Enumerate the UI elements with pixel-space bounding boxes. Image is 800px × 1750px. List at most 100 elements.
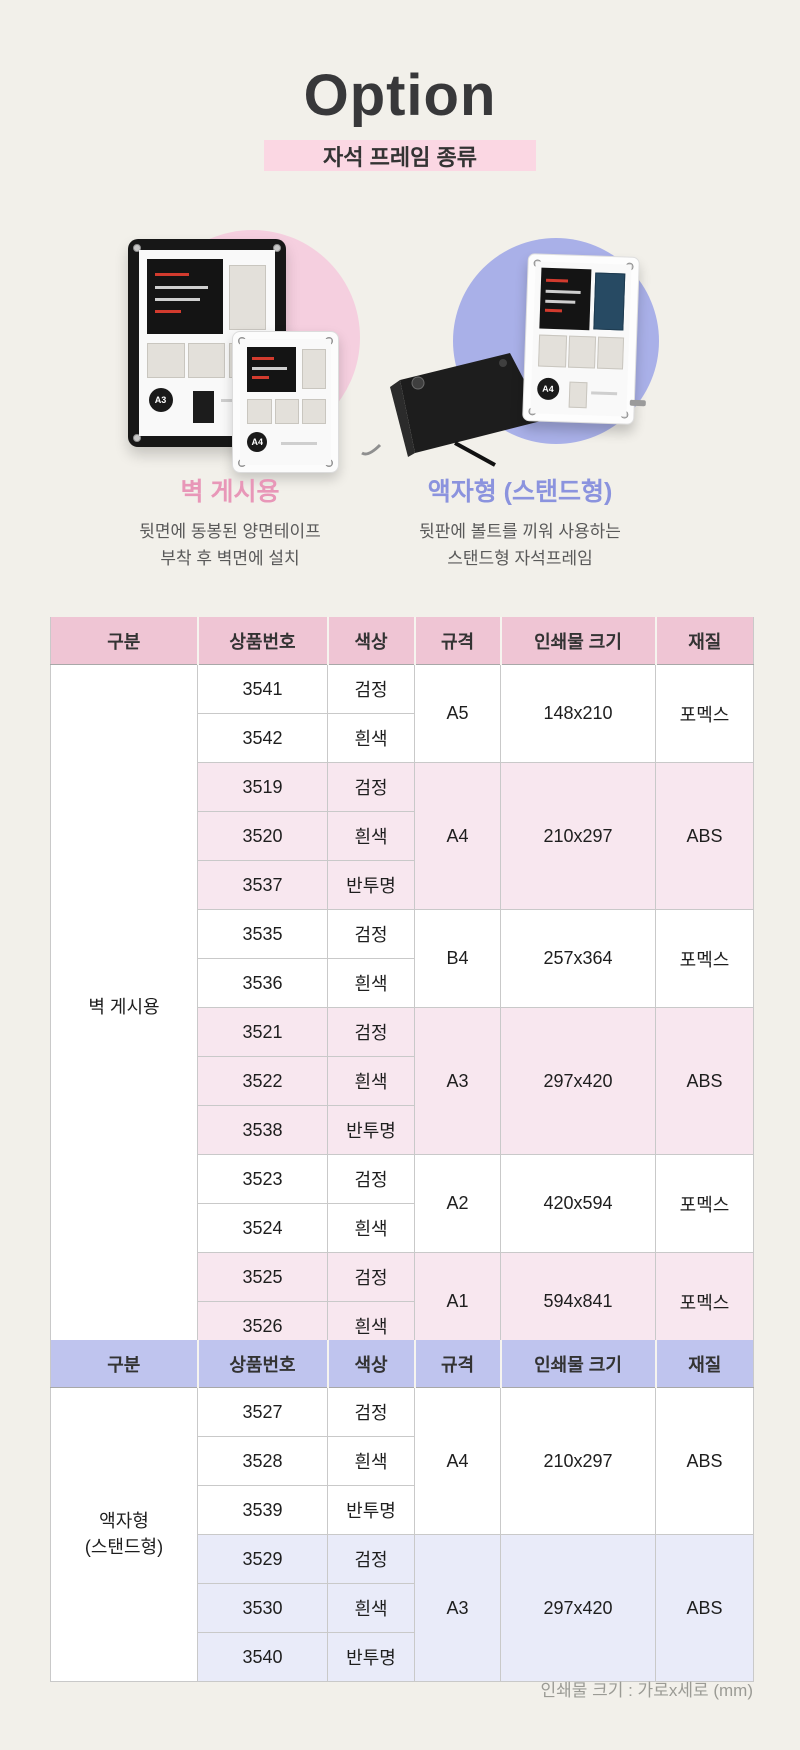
table-row: 액자형 (스탠드형) 3527 검정 A4 210x297 ABS — [50, 1387, 754, 1682]
table-header-row: 구분 상품번호 색상 규격 인쇄물 크기 재질 — [50, 617, 754, 665]
poster-photo — [592, 272, 626, 331]
product-no-cell: 3523 — [197, 1154, 328, 1204]
stand-type-description: 뒷판에 볼트를 끼워 사용하는 스탠드형 자석프레임 — [370, 518, 670, 572]
column-header-material: 재질 — [654, 1340, 754, 1388]
table-row: 3524 흰색 — [51, 1203, 754, 1253]
poster-photo — [597, 336, 625, 370]
stand-type-label: 액자형 (스탠드형) — [427, 478, 613, 506]
poster-photo — [567, 335, 597, 369]
poster-swatch — [193, 391, 215, 424]
color-cell: 반투명 — [327, 1632, 415, 1682]
color-cell: 흰색 — [327, 1056, 415, 1106]
table-row: 3537 반투명 — [51, 860, 754, 910]
column-header-product-no: 상품번호 — [196, 1340, 328, 1388]
size-cell: A4 — [414, 762, 501, 910]
color-cell: 흰색 — [327, 1583, 415, 1633]
material-cell: ABS — [655, 1007, 754, 1155]
table-row: 3522 흰색 — [51, 1056, 754, 1106]
product-no-cell: 3535 — [197, 909, 328, 959]
product-no-cell: 3519 — [197, 762, 328, 812]
color-cell: 검정 — [327, 762, 415, 812]
color-cell: 검정 — [327, 1154, 415, 1204]
poster-photo — [301, 349, 326, 389]
column-header-print-size: 인쇄물 크기 — [499, 1340, 656, 1388]
poster-photo — [247, 399, 273, 425]
table-header-row: 구분 상품번호 색상 규격 인쇄물 크기 재질 — [50, 1340, 754, 1388]
table-row: 3528 흰색 — [51, 1436, 754, 1486]
column-header-material: 재질 — [654, 617, 754, 665]
product-no-cell: 3520 — [197, 811, 328, 861]
table-row: 3538 반투명 — [51, 1105, 754, 1155]
color-cell: 검정 — [327, 909, 415, 959]
color-cell: 검정 — [327, 1007, 415, 1057]
wall-frame-small: A4 — [232, 331, 339, 473]
table-row: 벽 게시용 3541 검정 A5 148x210 포멕스 — [50, 664, 754, 1351]
product-no-cell: 3529 — [197, 1534, 328, 1584]
subtitle-badge: 자석 프레임 종류 — [264, 140, 536, 171]
wall-mount-figure: A3 A4 — [80, 205, 380, 505]
column-header-color: 색상 — [326, 617, 415, 665]
table-row: 3540 반투명 — [51, 1632, 754, 1682]
stand-type-caption: 액자형 (스탠드형) 뒷판에 볼트를 끼워 사용하는 스탠드형 자석프레임 — [370, 472, 670, 572]
color-cell: 검정 — [327, 664, 415, 714]
color-cell: 흰색 — [327, 1436, 415, 1486]
stand-back-panel — [361, 353, 545, 467]
stand-type-figure: A4 — [361, 205, 670, 505]
wall-mount-label: 벽 게시용 — [180, 478, 280, 506]
stand-type-spec-table: 구분 상품번호 색상 규격 인쇄물 크기 재질 액자형 (스탠드형) 3527 … — [50, 1340, 754, 1682]
poster-photo — [274, 399, 300, 425]
column-header-category: 구분 — [50, 617, 198, 665]
product-no-cell: 3542 — [197, 713, 328, 763]
print-size-cell: 297x420 — [500, 1534, 656, 1682]
poster-dark-panel — [147, 259, 224, 334]
color-cell: 검정 — [327, 1387, 415, 1437]
page-title: Option — [303, 63, 497, 128]
print-size-cell: 257x364 — [500, 909, 656, 1008]
stand-frame: A4 — [522, 253, 646, 425]
size-cell: A3 — [414, 1534, 501, 1682]
category-cell: 액자형 (스탠드형) — [50, 1387, 198, 1682]
table-row: 3529 검정 A3 297x420 ABS — [51, 1534, 754, 1682]
category-line1: 액자형 — [99, 1511, 149, 1532]
print-size-cell: 210x297 — [500, 1387, 656, 1535]
color-cell: 흰색 — [327, 713, 415, 763]
product-no-cell: 3522 — [197, 1056, 328, 1106]
material-cell: ABS — [655, 762, 754, 910]
color-cell: 반투명 — [327, 1105, 415, 1155]
table-row: 3539 반투명 — [51, 1485, 754, 1535]
product-no-cell: 3521 — [197, 1007, 328, 1057]
column-header-size: 규격 — [413, 617, 501, 665]
poster-swatch — [568, 381, 588, 409]
product-no-cell: 3525 — [197, 1252, 328, 1302]
wall-frame-large-artwork: A3 — [139, 250, 275, 436]
color-cell: 검정 — [327, 1252, 415, 1302]
product-no-cell: 3539 — [197, 1485, 328, 1535]
product-no-cell: 3541 — [197, 664, 328, 714]
column-header-category: 구분 — [50, 1340, 198, 1388]
wall-mount-caption: 벽 게시용 뒷면에 동봉된 양면테이프 부착 후 벽면에 설치 — [80, 472, 380, 572]
color-cell: 검정 — [327, 1534, 415, 1584]
color-cell: 흰색 — [327, 1203, 415, 1253]
table-row: 3521 검정 A3 297x420 ABS — [51, 1007, 754, 1155]
column-header-product-no: 상품번호 — [196, 617, 328, 665]
poster-photo — [187, 343, 226, 379]
size-cell: A3 — [414, 1007, 501, 1155]
color-cell: 반투명 — [327, 1485, 415, 1535]
material-cell: 포멕스 — [655, 909, 754, 1008]
size-badge-a3: A3 — [148, 387, 173, 412]
wall-mount-description: 뒷면에 동봉된 양면테이프 부착 후 벽면에 설치 — [80, 518, 380, 572]
print-size-cell: 210x297 — [500, 762, 656, 910]
product-no-cell: 3527 — [197, 1387, 328, 1437]
stand-type-desc-line1: 뒷판에 볼트를 끼워 사용하는 — [419, 522, 621, 541]
material-cell: 포멕스 — [655, 1154, 754, 1253]
print-size-cell: 297x420 — [500, 1007, 656, 1155]
table-row: 3523 검정 A2 420x594 포멕스 — [51, 1154, 754, 1253]
wall-mount-desc-line2: 부착 후 벽면에 설치 — [160, 549, 300, 568]
color-cell: 흰색 — [327, 811, 415, 861]
column-header-color: 색상 — [326, 1340, 415, 1388]
color-cell: 흰색 — [327, 958, 415, 1008]
material-cell: ABS — [655, 1534, 754, 1682]
poster-photo — [537, 334, 567, 368]
size-cell: B4 — [414, 909, 501, 1008]
magnet-screw-icon — [133, 244, 141, 252]
